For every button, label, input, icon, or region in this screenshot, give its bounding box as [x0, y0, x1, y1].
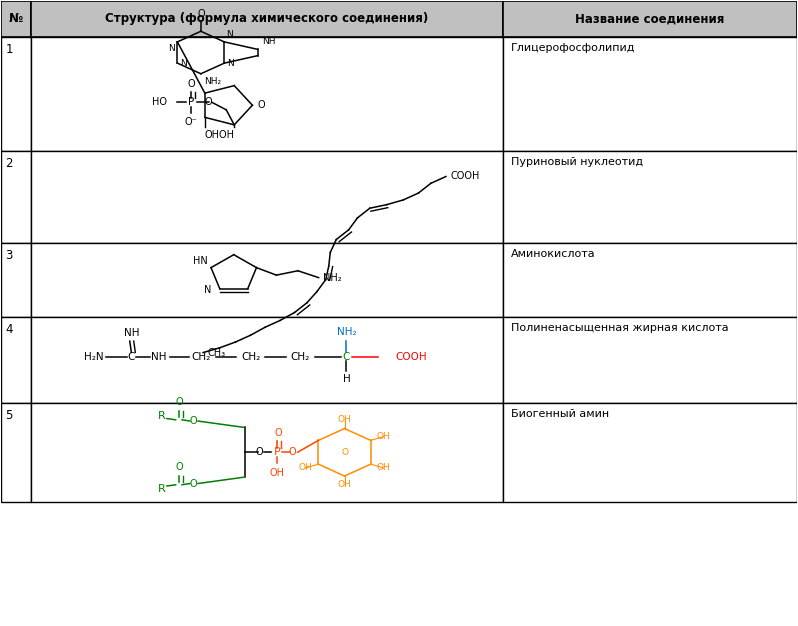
Text: CH₂: CH₂ [192, 352, 211, 362]
Bar [1, 243, 31, 317]
Text: NH: NH [263, 38, 276, 46]
Bar [31, 1, 503, 37]
Text: H₂N: H₂N [84, 352, 103, 362]
Text: CH₂: CH₂ [290, 352, 310, 362]
Text: Аминокислота: Аминокислота [511, 249, 595, 259]
Text: O⁻: O⁻ [184, 117, 197, 127]
Text: NH₂: NH₂ [204, 78, 221, 86]
Text: O: O [175, 461, 183, 471]
Text: N: N [227, 59, 234, 68]
Bar [31, 151, 503, 243]
Text: N: N [168, 44, 175, 53]
Bar [1, 37, 31, 151]
Bar [1, 403, 31, 501]
Bar [503, 37, 797, 151]
Text: CH₂: CH₂ [241, 352, 260, 362]
Text: P: P [274, 448, 280, 457]
Text: O: O [255, 448, 263, 457]
Text: R: R [157, 411, 165, 421]
Bar [1, 317, 31, 403]
Text: O: O [197, 9, 204, 19]
Text: 1: 1 [6, 43, 13, 56]
Text: O: O [189, 478, 197, 488]
Bar [1, 151, 31, 243]
Text: Глицерофосфолипид: Глицерофосфолипид [511, 43, 635, 53]
Text: OH: OH [377, 463, 390, 473]
Text: N: N [204, 285, 211, 295]
Text: C: C [342, 352, 350, 362]
Text: OH: OH [270, 468, 284, 478]
Text: O: O [257, 100, 265, 110]
Text: 5: 5 [6, 409, 13, 422]
Bar [503, 151, 797, 243]
Text: HO: HO [152, 98, 168, 107]
Text: O: O [289, 448, 297, 457]
Bar [1, 1, 31, 37]
Text: 2: 2 [6, 157, 13, 170]
Text: OH: OH [377, 432, 390, 441]
Text: O: O [341, 448, 348, 457]
Text: COOH: COOH [451, 172, 480, 182]
Text: 4: 4 [6, 323, 13, 336]
Text: H: H [342, 374, 350, 384]
Text: NH: NH [152, 352, 167, 362]
Text: Название соединения: Название соединения [575, 13, 725, 25]
Bar [31, 403, 503, 501]
Bar [503, 317, 797, 403]
Text: O: O [189, 416, 197, 426]
Text: OHOH: OHOH [204, 130, 235, 140]
Text: OH: OH [338, 480, 351, 490]
Bar [503, 1, 797, 37]
Text: O: O [188, 79, 195, 89]
Bar [31, 317, 503, 403]
Text: NH₂: NH₂ [337, 327, 356, 337]
Text: OH: OH [298, 463, 313, 473]
Text: NH: NH [124, 328, 139, 338]
Text: 3: 3 [6, 249, 13, 262]
Text: Полиненасыщенная жирная кислота: Полиненасыщенная жирная кислота [511, 323, 728, 333]
Text: №: № [9, 13, 23, 25]
Text: CH₃: CH₃ [207, 347, 225, 357]
Text: OH: OH [338, 415, 351, 424]
Text: NH₂: NH₂ [322, 273, 342, 282]
Text: Биогенный амин: Биогенный амин [511, 409, 609, 419]
Text: R: R [157, 483, 165, 493]
Text: P: P [188, 98, 195, 107]
Text: N: N [226, 31, 233, 39]
Text: Пуриновый нуклеотид: Пуриновый нуклеотид [511, 157, 642, 167]
Text: Структура (формула химического соединения): Структура (формула химического соединени… [105, 13, 429, 25]
Bar [503, 403, 797, 501]
Text: O: O [175, 397, 183, 407]
Text: O: O [204, 97, 212, 106]
Text: COOH: COOH [396, 352, 428, 362]
Bar [31, 37, 503, 151]
Bar [31, 243, 503, 317]
Text: O: O [275, 428, 282, 438]
Text: C: C [128, 352, 135, 362]
Text: N: N [180, 59, 187, 68]
Bar [503, 243, 797, 317]
Text: HN: HN [193, 256, 207, 266]
